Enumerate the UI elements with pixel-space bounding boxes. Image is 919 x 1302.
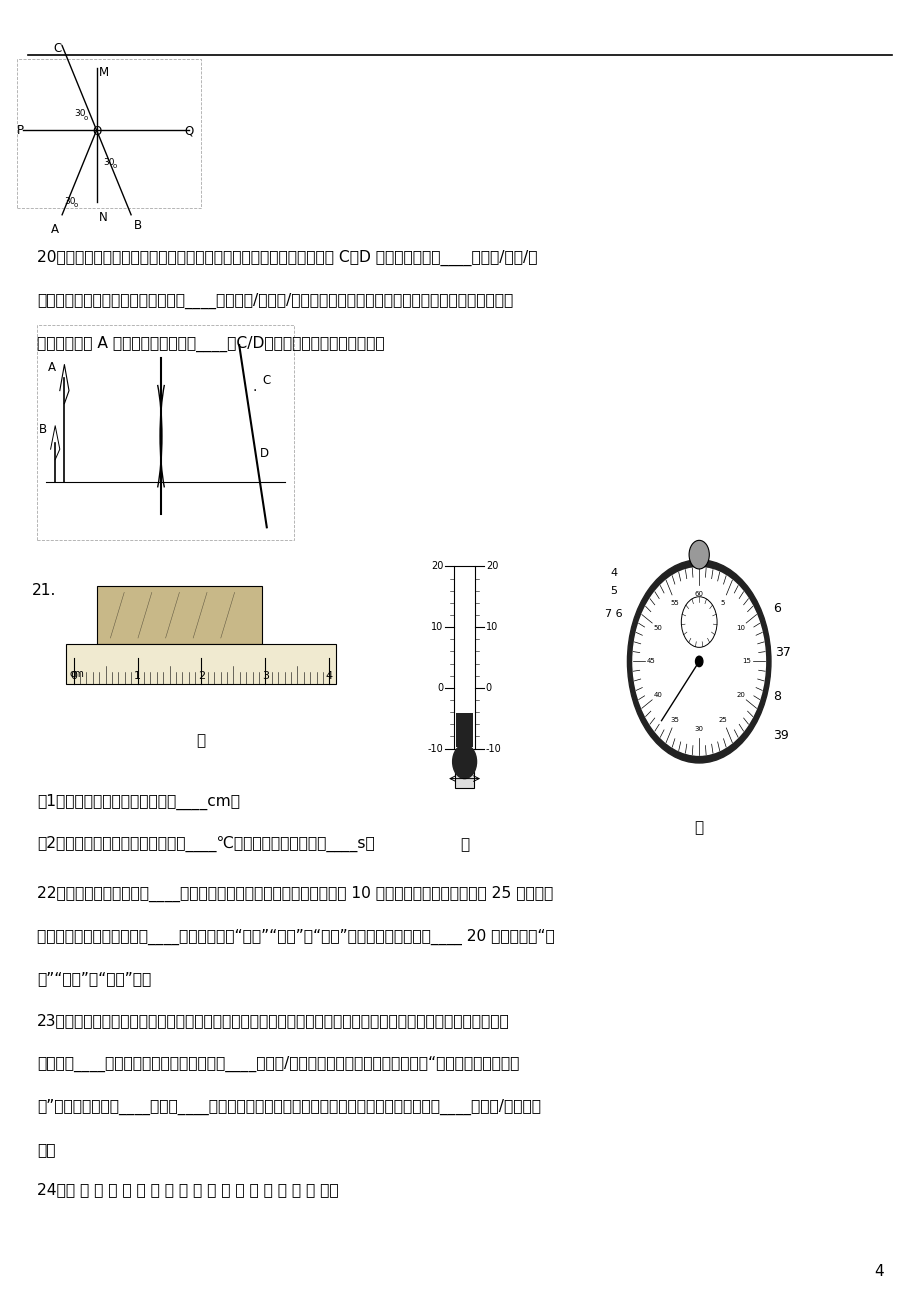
Text: P: P <box>17 124 24 137</box>
Text: 丙: 丙 <box>694 820 703 836</box>
Text: 23．护士帮病人打针前，通常会先用酒精棉球对注射处进行消毒，此时病人会感到该处变凉爽，原因是酒精涂在该: 23．护士帮病人打针前，通常会先用酒精棉球对注射处进行消毒，此时病人会感到该处变… <box>37 1013 509 1029</box>
Bar <box>17 59 200 208</box>
Text: 5: 5 <box>609 586 617 596</box>
Text: 1: 1 <box>134 671 141 681</box>
Text: Q: Q <box>184 125 193 138</box>
Text: 冷”，是因为有的雪____成水或____成水蒸气时（填物态变化的名称），此物态变化过程都要____（吸收/放出）热: 冷”，是因为有的雪____成水或____成水蒸气时（填物态变化的名称），此物态变… <box>37 1099 540 1115</box>
Text: 光轴上，所成的像是倒立，____的实像（选填“放大”“等于”或“缩小”），像到透镜的距离____ 20 厘米（选填“大: 光轴上，所成的像是倒立，____的实像（选填“放大”“等于”或“缩小”），像到透… <box>37 928 554 944</box>
Text: 21.: 21. <box>32 583 56 599</box>
Text: 0: 0 <box>70 671 77 681</box>
Text: B: B <box>39 423 47 436</box>
Text: 4: 4 <box>325 671 333 681</box>
Text: B: B <box>134 219 142 232</box>
Text: D: D <box>260 447 269 460</box>
Text: M: M <box>99 66 109 79</box>
Text: 39: 39 <box>772 729 788 742</box>
Text: 50: 50 <box>652 625 662 630</box>
Text: o: o <box>84 115 88 121</box>
Text: 24．在 利 用 光 具 座 进 行 凸 透 镜 成 像 的 实 验 探 究 中：: 24．在 利 用 光 具 座 进 行 凸 透 镜 成 像 的 实 验 探 究 中… <box>37 1182 338 1198</box>
Bar <box>66 644 335 684</box>
Bar <box>96 586 262 644</box>
Text: （2）如乙图所示，温度计的示数为____℃，丙图中秒表的读数为____s．: （2）如乙图所示，温度计的示数为____℃，丙图中秒表的读数为____s． <box>37 836 374 852</box>
Circle shape <box>627 560 770 763</box>
Circle shape <box>695 656 702 667</box>
Text: 量．: 量． <box>37 1142 55 1157</box>
Text: O: O <box>92 125 101 138</box>
Text: 10: 10 <box>735 625 744 630</box>
Text: 的厘纸板挡住 A 处的烛焉，在光屏上____（C/D）处他能得到一个清晰的像．: 的厘纸板挡住 A 处的烛焉，在光屏上____（C/D）处他能得到一个清晰的像． <box>37 336 384 352</box>
Text: N: N <box>99 211 108 224</box>
Text: 60: 60 <box>694 591 703 596</box>
Text: 30: 30 <box>103 158 115 167</box>
Text: 45: 45 <box>646 659 655 664</box>
Text: -10: -10 <box>485 743 501 754</box>
Bar <box>454 566 474 749</box>
Text: -10: -10 <box>427 743 443 754</box>
Text: o: o <box>112 163 117 169</box>
Text: 处会发生____（填物态变化名称）现象，会____（吸收/放出）皮肤周围的热量．俗话说：“下雪天不冷，化雪天: 处会发生____（填物态变化名称）现象，会____（吸收/放出）皮肤周围的热量．… <box>37 1056 518 1072</box>
Text: 30: 30 <box>694 727 703 732</box>
Text: 2: 2 <box>198 671 205 681</box>
Circle shape <box>681 596 716 647</box>
Text: 3: 3 <box>262 671 268 681</box>
Bar <box>456 712 472 747</box>
Text: 6: 6 <box>772 602 780 615</box>
Text: 0: 0 <box>485 682 492 693</box>
Text: 25: 25 <box>718 717 727 723</box>
Text: 15: 15 <box>742 659 751 664</box>
Text: 55: 55 <box>670 600 679 605</box>
Text: 30: 30 <box>64 197 75 206</box>
Bar <box>455 768 473 788</box>
Text: 40: 40 <box>652 693 662 698</box>
Text: 8: 8 <box>772 690 780 703</box>
Text: C: C <box>262 374 270 387</box>
Text: A: A <box>48 361 56 374</box>
Text: 于”“等于”或“小于”）．: 于”“等于”或“小于”）． <box>37 971 151 987</box>
Text: o: o <box>74 202 77 208</box>
Text: （1）如甲图所示，木块的长度是____cm．: （1）如甲图所示，木块的长度是____cm． <box>37 794 240 810</box>
Text: 20: 20 <box>735 693 744 698</box>
Text: 22．在各种不同色光中，____，绿，蓝叫做三原色光，凸透镜的焦距为 10 厘米，将发光体放在高透镜 25 厘米的主: 22．在各种不同色光中，____，绿，蓝叫做三原色光，凸透镜的焦距为 10 厘米… <box>37 885 552 901</box>
Text: 20: 20 <box>485 561 497 572</box>
Circle shape <box>452 745 476 779</box>
Text: 甲: 甲 <box>197 733 205 749</box>
Text: 35: 35 <box>670 717 679 723</box>
Text: 乙: 乙 <box>460 837 469 853</box>
Text: 10: 10 <box>485 622 497 633</box>
Text: 7 6: 7 6 <box>605 609 622 620</box>
Text: 0: 0 <box>437 682 443 693</box>
Text: 20: 20 <box>431 561 443 572</box>
Text: A: A <box>51 223 59 236</box>
Text: C: C <box>53 42 61 55</box>
Text: 4: 4 <box>873 1263 882 1279</box>
Text: 大）的烛焉的像，生活中的光学器件____（照相机/投影仪/放大镜）就是利用这一成像规律工作的．如用一不透明: 大）的烛焉的像，生活中的光学器件____（照相机/投影仪/放大镜）就是利用这一成… <box>37 293 513 309</box>
Text: cm: cm <box>70 669 85 678</box>
Text: ·: · <box>253 384 257 398</box>
Text: 4: 4 <box>609 568 617 578</box>
Text: 20．两支点燃的蜡烛、凸透镜和光屏分别置于如图所示的位置，光屏上 C、D 两处会得到清晰____（缩小/等大/放: 20．两支点燃的蜡烛、凸透镜和光屏分别置于如图所示的位置，光屏上 C、D 两处会… <box>37 250 537 266</box>
Text: 37: 37 <box>774 646 789 659</box>
Text: 30: 30 <box>74 109 86 118</box>
Circle shape <box>688 540 709 569</box>
Bar <box>37 326 294 540</box>
Text: 5: 5 <box>720 600 724 605</box>
Circle shape <box>632 568 765 755</box>
Text: 10: 10 <box>431 622 443 633</box>
